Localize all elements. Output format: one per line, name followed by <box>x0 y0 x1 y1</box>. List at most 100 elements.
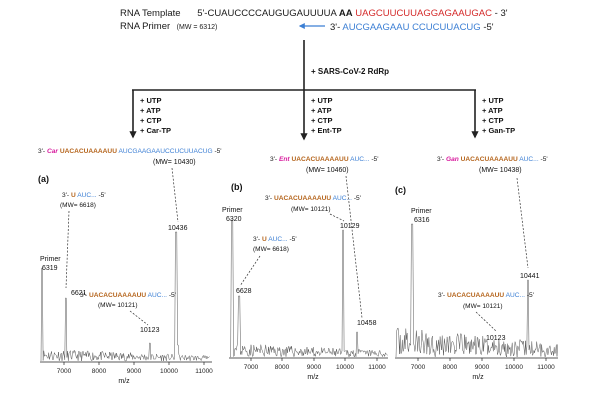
primer-mw: (MW = 6312) <box>177 24 218 31</box>
reagent: + CTP <box>140 116 161 125</box>
ann-extension: UACACUAAAAUU <box>447 292 504 299</box>
template-row: RNA Template 5'-CUAUCCCCAUGUGAUUUUA AA U… <box>120 8 508 19</box>
primer-seq: AUCGAAGAAU CCUCUUACUG <box>342 22 480 33</box>
reagent: + CTP <box>311 116 332 125</box>
reagent: + UTP <box>482 96 503 105</box>
leader-line <box>329 213 345 222</box>
x-ticks: 7000 8000 9000 10000 11000 <box>57 362 213 375</box>
branch-reagents-car: + UTP + ATP + CTP + Car-TP <box>140 96 171 135</box>
peak-label-10441: 10441 <box>520 273 540 280</box>
tick-label: 10000 <box>160 368 178 375</box>
peak-label-6628: 6628 <box>236 288 252 295</box>
peak-label-10123: 10123 <box>486 335 506 342</box>
branch-reagents-gan: + UTP + ATP + CTP + Gan-TP <box>482 96 515 135</box>
panel-a: (a) 7000 8000 9000 10000 11000 m/z Prime… <box>38 167 213 385</box>
ann-u: U <box>262 236 267 243</box>
peak-label-10123: 10123 <box>140 327 160 334</box>
tick-label: 9000 <box>127 368 142 375</box>
x-ticks: 7000 8000 9000 10000 11000 <box>244 358 386 371</box>
primer-label-row: RNA Primer (MW = 6312) <box>120 21 217 32</box>
primer-peak-value: 6320 <box>226 216 242 223</box>
product-end: -5' <box>371 156 378 163</box>
annotation-long-mw: (MW= 10121) <box>291 206 331 213</box>
ann-pre: 3'- <box>80 292 87 299</box>
primer-suffix: -5' <box>483 22 493 33</box>
reagent: + Gan-TP <box>482 126 515 135</box>
product-extension: UACACUAAAAUU <box>60 148 117 155</box>
ann-extension: UACACUAAAAUU <box>274 195 331 202</box>
reagent: + ATP <box>311 106 332 115</box>
ann-end: -5' <box>527 292 534 299</box>
ann-pre: 3'- <box>62 192 69 199</box>
x-axis-label: m/z <box>118 378 130 385</box>
ann-end: -5' <box>98 192 105 199</box>
panel-label: (b) <box>231 182 243 192</box>
ann-u: U <box>71 192 76 199</box>
template-prefix: 5'-CUAUCCCCAUGUGAUUUUA <box>197 8 337 19</box>
peak-label-6621: 6621 <box>71 290 87 297</box>
reagent: + UTP <box>140 96 161 105</box>
ann-extension: UACACUAAAAUU <box>89 292 146 299</box>
product-end: -5' <box>214 148 221 155</box>
primer-prefix: 3'- <box>330 22 340 33</box>
panel-b: (b) 7000 8000 9000 10000 11000 m/z Prime… <box>222 175 388 381</box>
tick-label: 11000 <box>368 364 386 371</box>
template-red-segment: UAGCUUCUUAGGAGAAUGAC <box>355 8 492 19</box>
tick-label: 11000 <box>195 368 213 375</box>
template-suffix: - 3' <box>495 8 508 19</box>
leader-line <box>65 210 70 289</box>
annotation-u-mw: (MW= 6618) <box>60 202 96 209</box>
spectrum-trace <box>395 223 558 358</box>
product-gan: 3'- Gan UACACUAAAAUU AUC... -5' <box>437 156 548 163</box>
ann-tail: AUC... <box>268 236 288 243</box>
product-gan-mw: (MW= 10438) <box>479 167 522 174</box>
primer-peak-value: 6319 <box>42 265 58 272</box>
product-end: -5' <box>541 156 548 163</box>
tick-label: 9000 <box>307 364 322 371</box>
peak-label-10436: 10436 <box>168 225 188 232</box>
product-pre: 3'- <box>38 148 45 155</box>
reagent: + UTP <box>311 96 332 105</box>
panel-c: (c) 7000 8000 9000 10000 11000 m/z Prime… <box>395 177 558 381</box>
x-axis-label: m/z <box>472 374 484 381</box>
reagent: + Car-TP <box>140 126 171 135</box>
product-car-mw: (MW= 10430) <box>153 159 196 166</box>
annotation-long-product: 3'- UACACUAAAAUU AUC... -5' <box>80 292 176 299</box>
peak-label-10458: 10458 <box>357 320 377 327</box>
reagent: + Ent-TP <box>311 126 342 135</box>
tick-label: 9000 <box>475 364 490 371</box>
leader-line <box>475 311 497 332</box>
product-tail: AUCGAAGAAUCCUCUUACUG <box>118 148 212 155</box>
spectrum-trace <box>229 219 388 358</box>
product-pre: 3'- <box>437 156 444 163</box>
tick-label: 11000 <box>537 364 555 371</box>
primer-peak-name: Primer <box>40 256 61 263</box>
product-ent: 3'- Ent UACACUAAAAUU AUC... -5' <box>270 156 378 163</box>
primer-peak-name: Primer <box>411 208 432 215</box>
annotation-long-product: 3'- UACACUAAAAUU AUC... -5' <box>438 292 534 299</box>
template-label: RNA Template <box>120 8 181 19</box>
product-car: 3'- Car UACACUAAAAUU AUCGAAGAAUCCUCUUACU… <box>38 148 222 155</box>
annotation-long-mw: (MW= 10121) <box>98 302 138 309</box>
ann-pre: 3'- <box>265 195 272 202</box>
product-tail: AUC... <box>519 156 539 163</box>
ann-tail: AUC... <box>506 292 526 299</box>
tick-label: 10000 <box>336 364 354 371</box>
primer-seq-row: 3'- AUCGAAGAAU CCUCUUACUG -5' <box>330 22 494 33</box>
product-ent-mw: (MW= 10460) <box>306 167 349 174</box>
tick-label: 7000 <box>244 364 259 371</box>
ann-tail: AUC... <box>333 195 353 202</box>
annotation-u-mw: (MW= 6618) <box>253 246 289 253</box>
leader-line <box>239 255 261 287</box>
ann-pre: 3'- <box>253 236 260 243</box>
annotation-u-product: 3'- U AUC... -5' <box>253 236 297 243</box>
product-extension: UACACUAAAAUU <box>291 156 348 163</box>
product-nucleotide: Car <box>47 148 58 155</box>
annotation-long-product: 3'- UACACUAAAAUU AUC... -5' <box>265 195 361 202</box>
reagent: + CTP <box>482 116 503 125</box>
primer-label: RNA Primer <box>120 21 170 32</box>
spectrum-trace <box>40 231 210 362</box>
product-tail: AUC... <box>350 156 370 163</box>
reagent: + ATP <box>140 106 161 115</box>
